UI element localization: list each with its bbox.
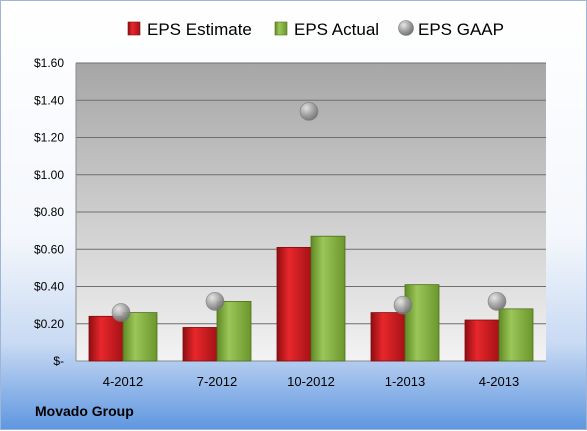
- estimate-bar: [370, 312, 406, 362]
- actual-bar: [122, 312, 158, 362]
- legend-gaap-swatch: [398, 20, 414, 36]
- y-tick-label: $1.40: [34, 93, 64, 107]
- legend-actual-label: EPS Actual: [294, 20, 379, 39]
- y-tick-label: $-: [53, 354, 64, 368]
- y-tick-label: $1.20: [34, 131, 64, 145]
- x-tick-label: 4-2012: [103, 374, 143, 389]
- x-tick-label: 1-2013: [385, 374, 425, 389]
- actual-bar: [404, 284, 440, 362]
- x-tick-label: 10-2012: [287, 374, 335, 389]
- gaap-points: [111, 102, 507, 322]
- estimate-bar: [88, 315, 124, 362]
- x-tick-label: 4-2013: [479, 374, 519, 389]
- y-tick-label: $0.60: [34, 242, 64, 256]
- y-axis-ticks: $- $0.20 $0.40 $0.60 $0.80 $1.00 $1.20 $1.40 $1.…: [34, 56, 64, 368]
- y-tick-label: $1.00: [34, 168, 64, 182]
- actual-bar: [310, 235, 346, 362]
- gaap-point: [487, 292, 507, 311]
- x-tick-label: 7-2012: [197, 374, 237, 389]
- estimate-bar: [182, 327, 218, 362]
- estimate-bar: [464, 319, 500, 362]
- gaap-point: [299, 102, 319, 121]
- y-tick-label: $0.40: [34, 280, 64, 294]
- actual-bar: [216, 300, 252, 362]
- gaap-point: [205, 292, 225, 311]
- legend-estimate-label: EPS Estimate: [147, 20, 252, 39]
- legend-gaap-label: EPS GAAP: [418, 20, 504, 39]
- legend-actual-swatch: [274, 21, 288, 36]
- gaap-point: [111, 303, 131, 322]
- legend-estimate-swatch: [127, 21, 141, 36]
- company-name: Movado Group: [35, 403, 134, 419]
- gaap-point: [393, 295, 413, 315]
- estimate-bar: [276, 246, 312, 362]
- y-tick-label: $0.80: [34, 205, 64, 219]
- y-tick-label: $0.20: [34, 317, 64, 331]
- actual-bar: [498, 308, 534, 362]
- chart-legend: EPS Estimate EPS Actual EPS GAAP: [127, 20, 504, 39]
- bar-series: [88, 235, 534, 362]
- x-axis-labels: 4-2012 7-2012 10-2012 1-2013 4-2013: [103, 374, 519, 389]
- y-tick-label: $1.60: [34, 56, 64, 70]
